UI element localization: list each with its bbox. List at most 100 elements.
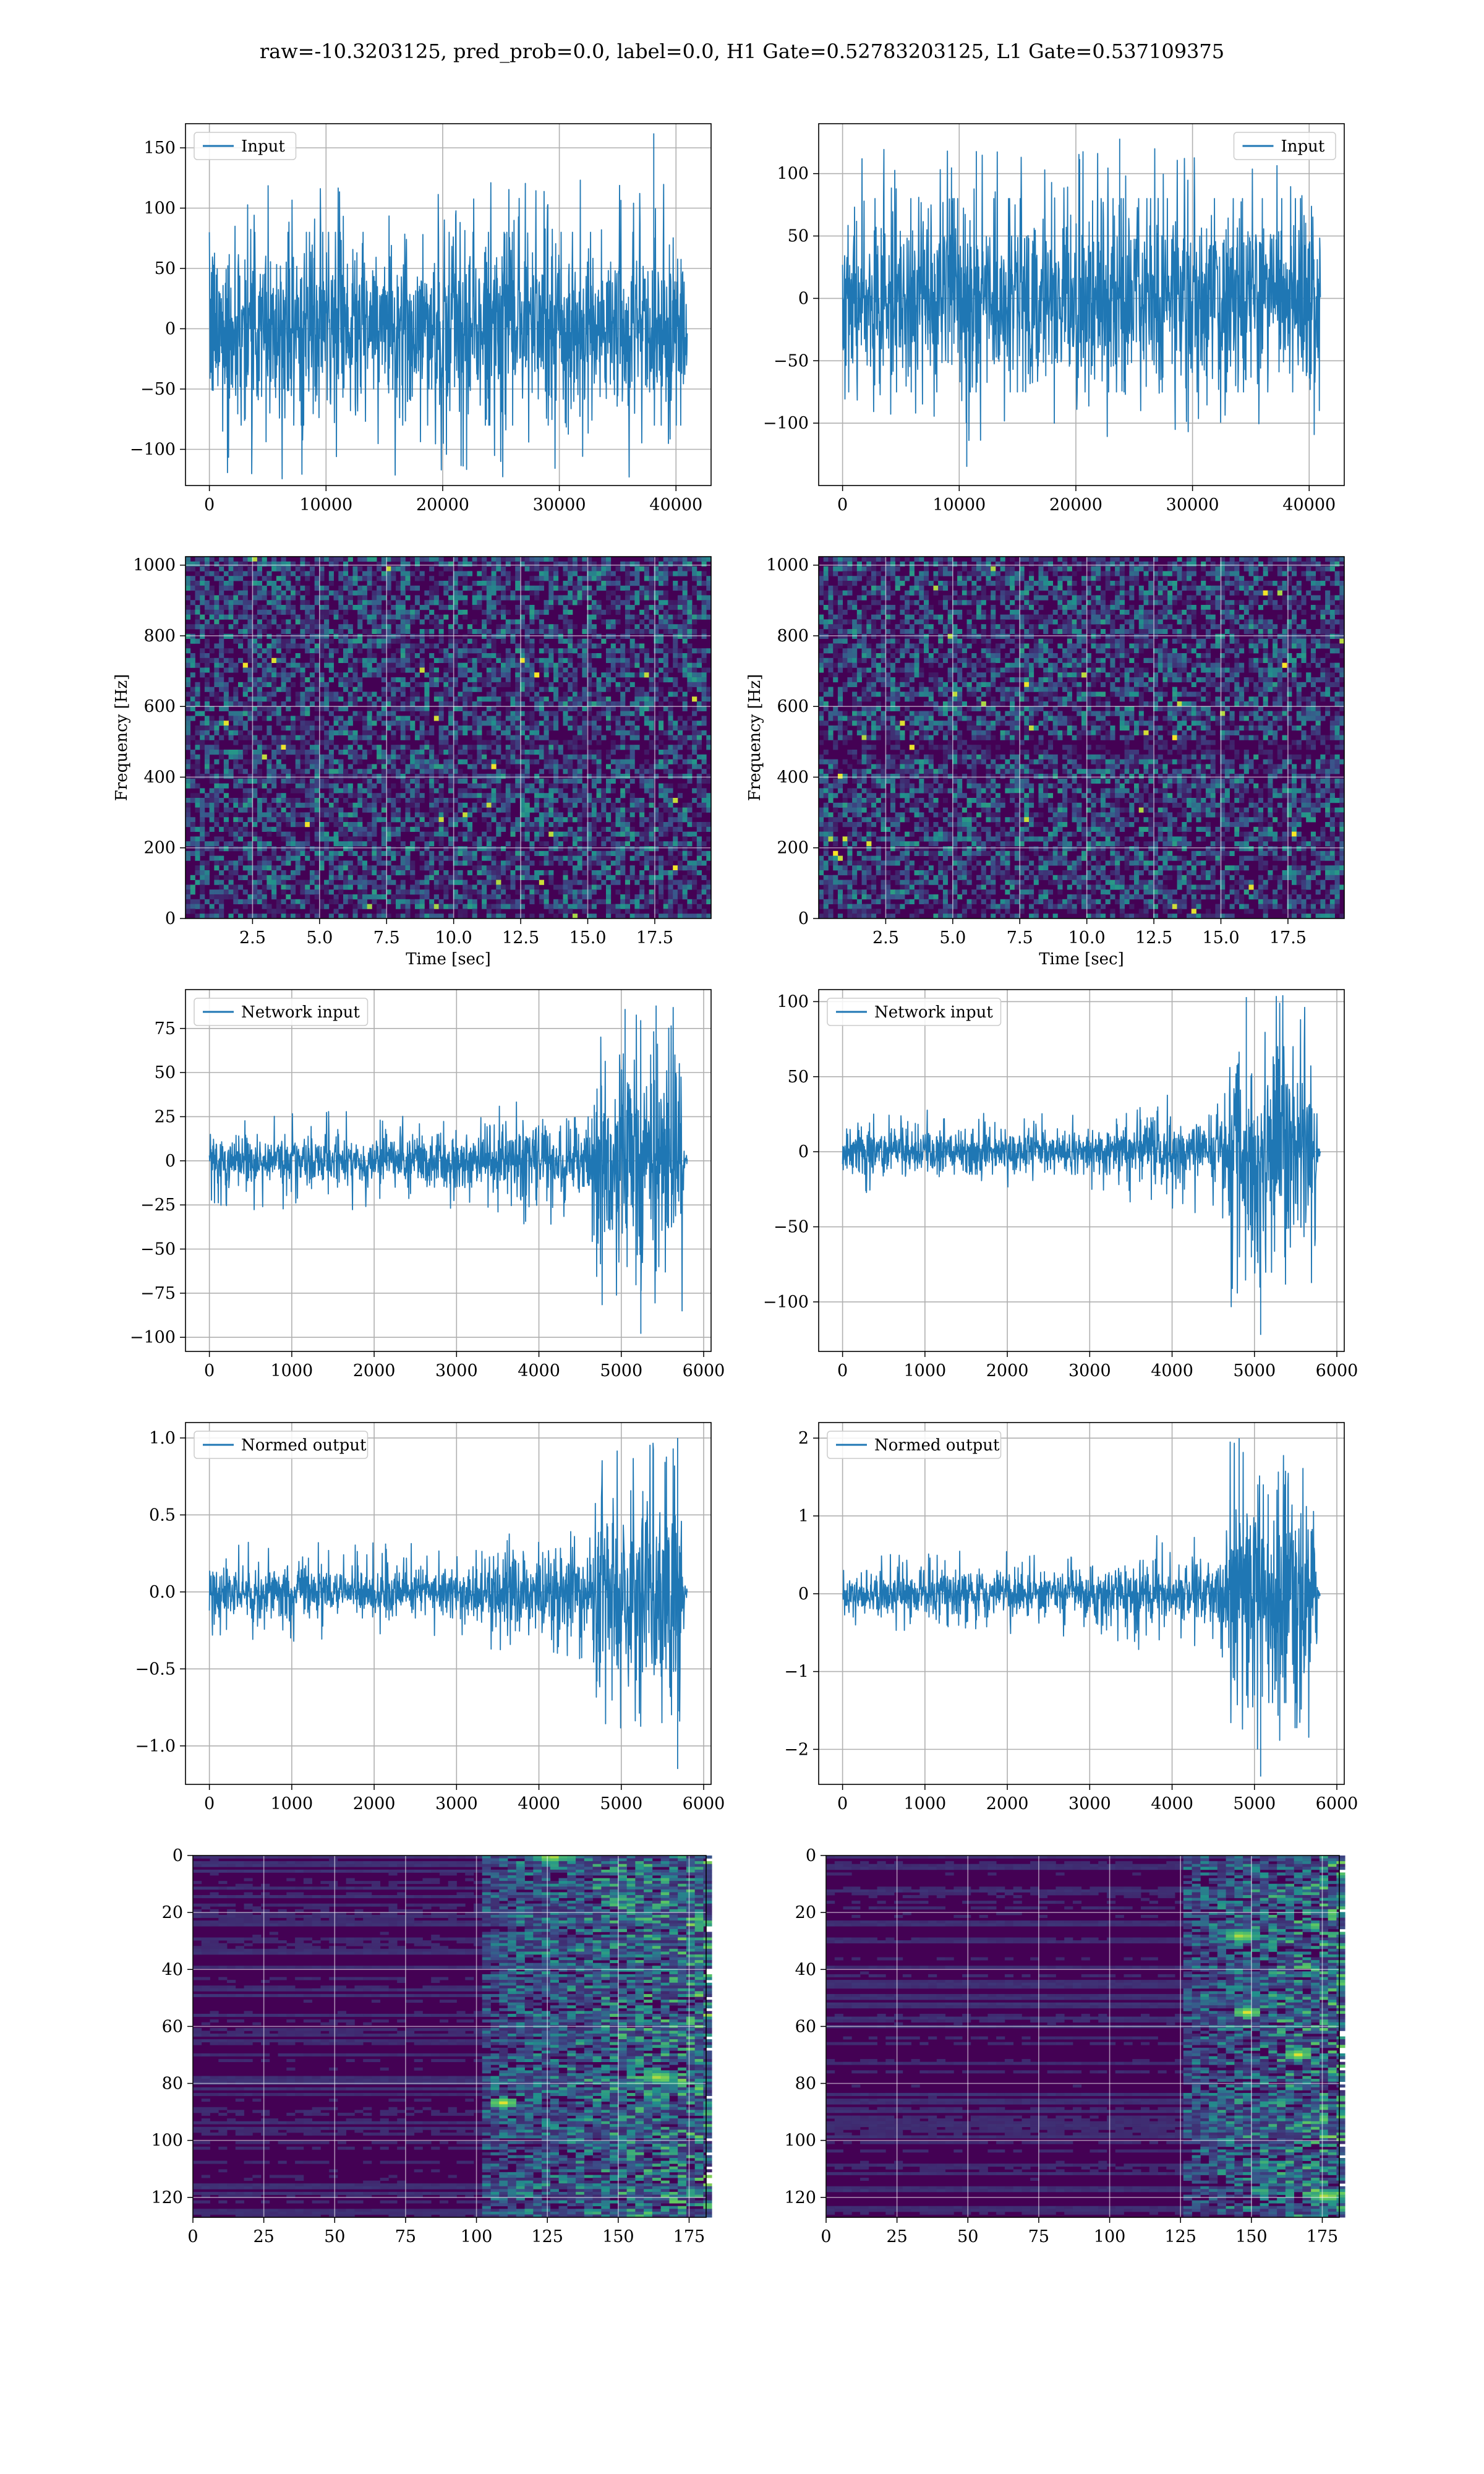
heatmap-cell bbox=[367, 880, 372, 885]
heatmap-cell bbox=[190, 754, 195, 760]
heatmap-cell bbox=[204, 667, 210, 673]
legend: Input bbox=[194, 132, 297, 160]
heatmap-cell bbox=[400, 571, 406, 576]
heatmap-cell bbox=[577, 735, 582, 740]
heatmap-cell bbox=[629, 735, 635, 740]
heatmap-cell bbox=[357, 735, 363, 740]
heatmap-cell bbox=[338, 605, 344, 610]
heatmap-cell bbox=[328, 667, 334, 673]
heatmap-cell bbox=[463, 745, 468, 750]
heatmap-cell bbox=[639, 884, 645, 890]
heatmap-cell bbox=[701, 581, 707, 586]
heatmap-cell bbox=[553, 774, 559, 779]
heatmap-cell bbox=[267, 817, 272, 823]
heatmap-cell bbox=[252, 778, 258, 784]
heatmap-cell bbox=[257, 870, 263, 876]
heatmap-cell bbox=[463, 880, 468, 885]
heatmap-cell bbox=[372, 822, 377, 828]
heatmap-cell bbox=[238, 682, 244, 687]
heatmap-cell bbox=[539, 566, 544, 571]
heatmap-cell bbox=[257, 841, 263, 847]
heatmap-cell bbox=[548, 750, 554, 755]
heatmap-cell bbox=[276, 624, 281, 630]
heatmap-cell bbox=[295, 581, 301, 586]
heatmap-cell bbox=[443, 672, 449, 678]
heatmap-cell bbox=[596, 605, 602, 610]
heatmap-cell bbox=[668, 817, 673, 823]
heatmap-cell bbox=[625, 576, 631, 581]
heatmap-cell bbox=[228, 557, 234, 562]
heatmap-cell bbox=[247, 894, 253, 900]
heatmap-cell bbox=[429, 802, 435, 808]
heatmap-cell bbox=[663, 769, 668, 774]
heatmap-cell bbox=[190, 783, 195, 789]
heatmap-cell bbox=[625, 590, 631, 596]
heatmap-cell bbox=[242, 831, 248, 837]
heatmap-cell bbox=[534, 759, 540, 764]
heatmap-cell bbox=[587, 590, 592, 596]
heatmap-cell bbox=[463, 759, 468, 764]
heatmap-cell bbox=[601, 701, 607, 707]
heatmap-cell bbox=[673, 605, 678, 610]
x-tick-label: 10000 bbox=[932, 495, 986, 515]
heatmap-cell bbox=[357, 783, 363, 789]
heatmap-cell bbox=[501, 774, 506, 779]
heatmap-cell bbox=[386, 701, 391, 707]
heatmap-cell bbox=[372, 571, 377, 576]
heatmap-cell bbox=[448, 822, 454, 828]
heatmap-cell bbox=[429, 855, 435, 861]
heatmap-cell bbox=[524, 682, 530, 687]
heatmap-cell bbox=[281, 855, 286, 861]
heatmap-cell bbox=[663, 831, 668, 837]
heatmap-cell bbox=[539, 609, 544, 615]
heatmap-cell bbox=[252, 696, 258, 702]
heatmap-cell bbox=[482, 764, 487, 769]
heatmap-cell bbox=[438, 657, 444, 663]
heatmap-cell bbox=[639, 764, 645, 769]
heatmap-cell bbox=[477, 730, 482, 735]
heatmap-cell bbox=[587, 855, 592, 861]
heatmap-cell bbox=[563, 624, 568, 630]
heatmap-cell bbox=[314, 740, 320, 745]
heatmap-cell bbox=[400, 581, 406, 586]
heatmap-cell bbox=[463, 643, 468, 649]
heatmap-cell bbox=[654, 846, 659, 852]
heatmap-cell bbox=[438, 581, 444, 586]
heatmap-cell bbox=[496, 889, 501, 895]
heatmap-cell bbox=[649, 894, 654, 900]
heatmap-cell bbox=[300, 691, 305, 697]
heatmap-cell bbox=[644, 571, 649, 576]
heatmap-cell bbox=[314, 619, 320, 625]
y-tick-label: 100 bbox=[777, 165, 809, 184]
heatmap-cell bbox=[515, 706, 521, 711]
heatmap-cell bbox=[271, 769, 277, 774]
heatmap-cell bbox=[486, 841, 492, 847]
heatmap-cell bbox=[328, 648, 334, 654]
heatmap-cell bbox=[491, 677, 497, 683]
heatmap-cell bbox=[673, 614, 678, 620]
heatmap-cell bbox=[610, 701, 616, 707]
heatmap-cell bbox=[505, 860, 511, 866]
heatmap-cell bbox=[601, 735, 607, 740]
heatmap-cell bbox=[410, 726, 416, 731]
heatmap-cell bbox=[472, 605, 477, 610]
heatmap-cell bbox=[410, 657, 416, 663]
heatmap-cell bbox=[654, 875, 659, 880]
heatmap-cell bbox=[649, 855, 654, 861]
heatmap-cell bbox=[424, 764, 430, 769]
heatmap-cell bbox=[472, 619, 477, 625]
heatmap-cell bbox=[348, 865, 353, 871]
heatmap-cell bbox=[505, 595, 511, 601]
heatmap-cell bbox=[553, 798, 559, 803]
heatmap-cell bbox=[267, 600, 272, 606]
heatmap-cell bbox=[391, 774, 396, 779]
heatmap-cell bbox=[362, 769, 368, 774]
heatmap-cell bbox=[701, 687, 707, 692]
heatmap-cell bbox=[582, 889, 587, 895]
heatmap-cell bbox=[314, 870, 320, 876]
heatmap-cell bbox=[577, 566, 582, 571]
heatmap-cell bbox=[362, 880, 368, 885]
heatmap-cell bbox=[295, 667, 301, 673]
heatmap-cell bbox=[338, 614, 344, 620]
heatmap-cell bbox=[219, 605, 224, 610]
